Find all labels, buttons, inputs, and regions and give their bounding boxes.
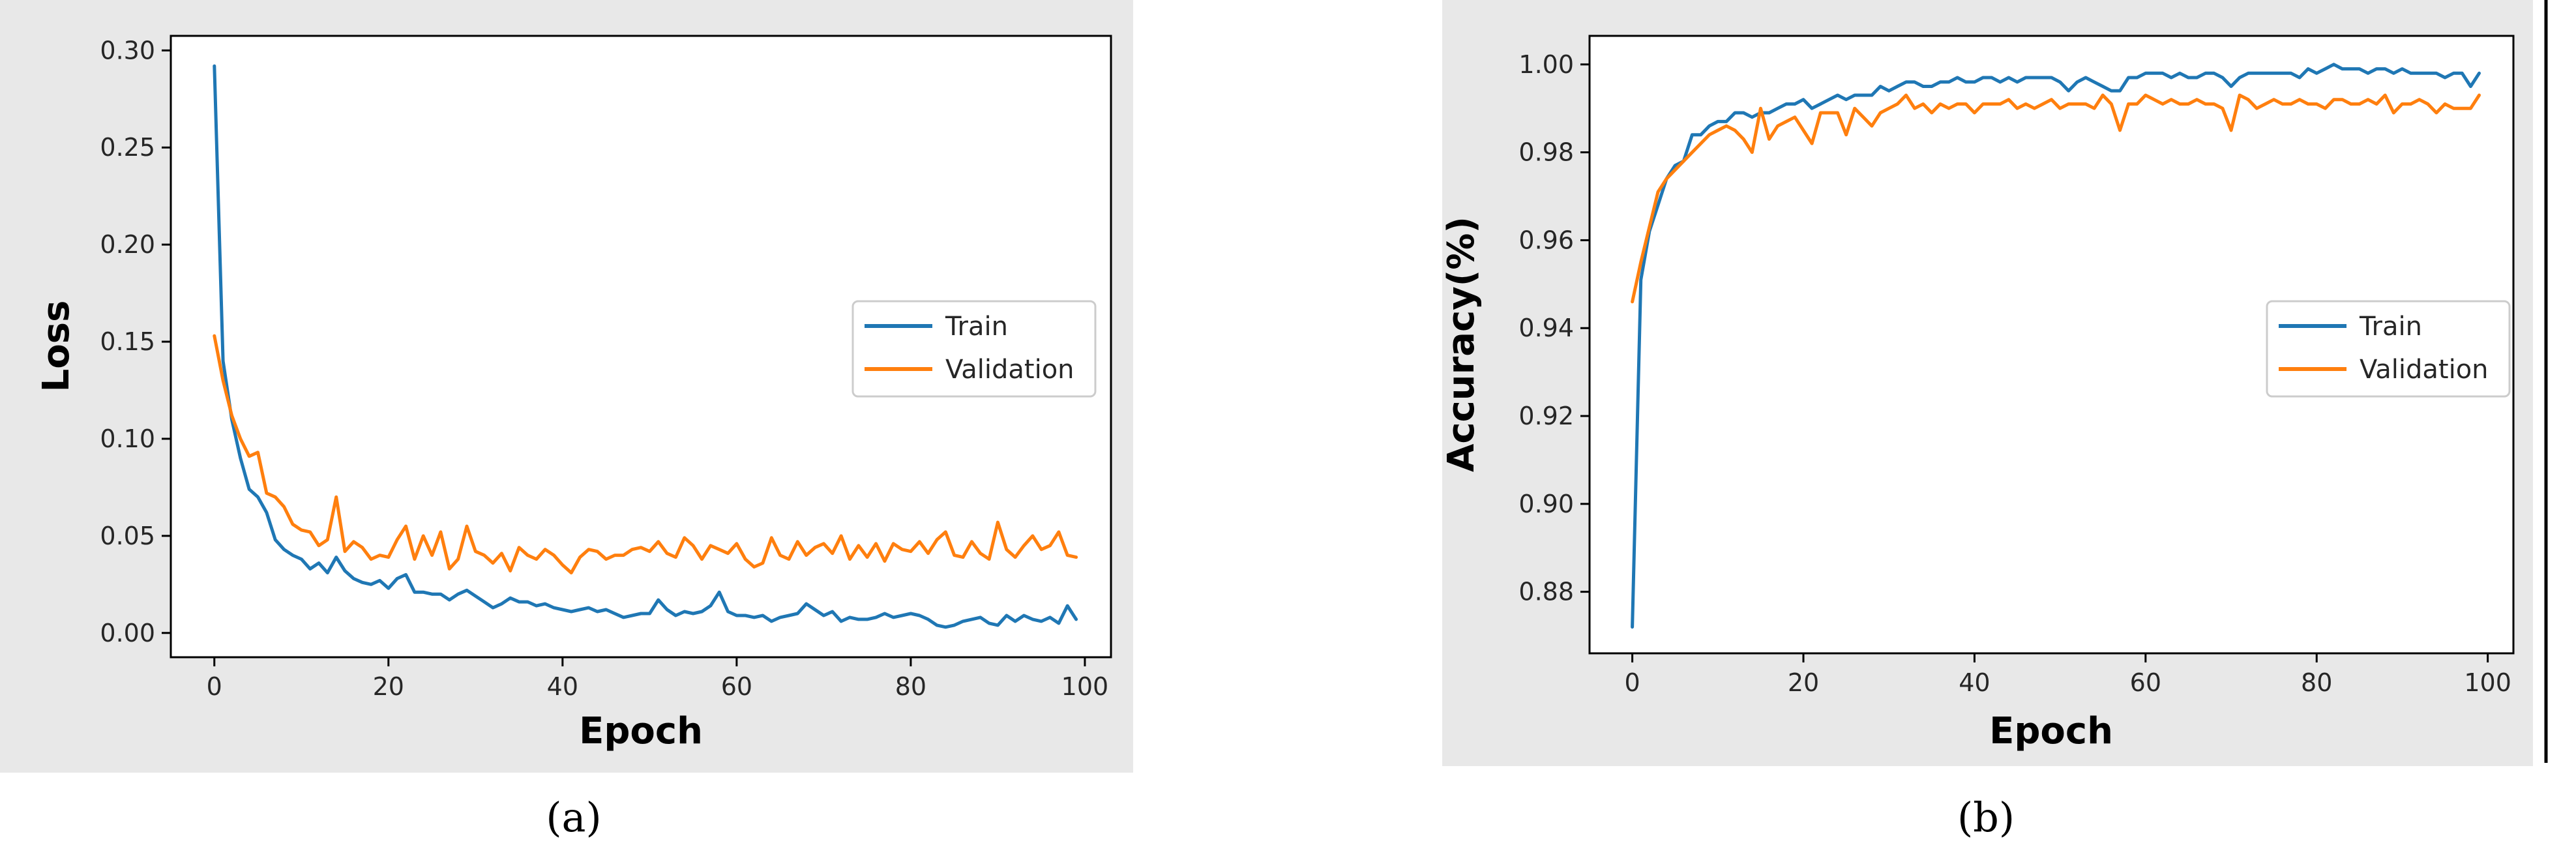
y-tick-label-a: 0.15: [100, 327, 155, 356]
x-axis-label-b: Epoch: [1989, 710, 2113, 752]
y-tick-label-b: 0.94: [1518, 314, 1574, 342]
x-tick-label-a: 40: [547, 672, 578, 701]
caption-b: (b): [1957, 793, 2015, 841]
y-tick-label-a: 0.10: [100, 424, 155, 453]
series-lines-a: [213, 64, 1078, 629]
y-tick-label-b: 0.88: [1518, 578, 1574, 606]
x-tick-label-a: 60: [721, 672, 752, 701]
series-line-validation-b: [1631, 93, 2481, 304]
x-axis-label-a: Epoch: [579, 710, 703, 752]
legend-label-train-b: Train: [2359, 312, 2422, 342]
x-tick-label-a: 20: [373, 672, 404, 701]
x-tick-label-b: 40: [1959, 668, 1990, 697]
legend-label-train-a: Train: [945, 312, 1008, 342]
y-tick-label-a: 0.25: [100, 133, 155, 162]
x-tick-label-b: 0: [1625, 668, 1640, 697]
series-line-train-a: [213, 64, 1078, 629]
x-tick-label-b: 60: [2130, 668, 2161, 697]
legend-label-validation-b: Validation: [2360, 355, 2489, 385]
y-tick-label-b: 0.92: [1518, 402, 1574, 430]
y-tick-label-b: 0.98: [1518, 138, 1574, 167]
x-tick-label-a: 80: [895, 672, 926, 701]
axes-ticks-b: 0 20 40 60 80 100 0.88 0.90 0.92 0.94 0.96 0.98 1.00: [1518, 50, 2511, 697]
y-tick-label-a: 0.00: [100, 619, 155, 647]
y-tick-label-a: 0.30: [100, 36, 155, 65]
series-line-validation-a: [213, 334, 1078, 574]
series-lines-b: [1631, 63, 2481, 629]
legend-b: Train Validation: [2266, 300, 2511, 398]
caption-a: (a): [546, 793, 601, 841]
y-tick-label-a: 0.20: [100, 230, 155, 259]
y-tick-label-b: 0.90: [1518, 490, 1574, 518]
legend-a: Train Validation: [851, 300, 1097, 398]
x-tick-label-a: 0: [207, 672, 222, 701]
axes-ticks-a: 0 20 40 60 80 100 0.00 0.05 0.10 0.15 0.20 0.25 0.30: [100, 36, 1108, 701]
x-tick-label-a: 100: [1061, 672, 1109, 701]
y-tick-label-b: 1.00: [1518, 50, 1574, 79]
legend-label-validation-a: Validation: [945, 355, 1074, 385]
y-axis-label-b: Accuracy(%): [1440, 216, 1483, 472]
x-tick-label-b: 20: [1788, 668, 1819, 697]
y-tick-label-b: 0.96: [1518, 226, 1574, 254]
y-tick-label-a: 0.05: [100, 522, 155, 550]
series-line-train-b: [1631, 63, 2481, 629]
x-tick-label-b: 100: [2464, 668, 2511, 697]
x-tick-label-b: 80: [2301, 668, 2332, 697]
y-axis-label-a: Loss: [35, 301, 78, 393]
